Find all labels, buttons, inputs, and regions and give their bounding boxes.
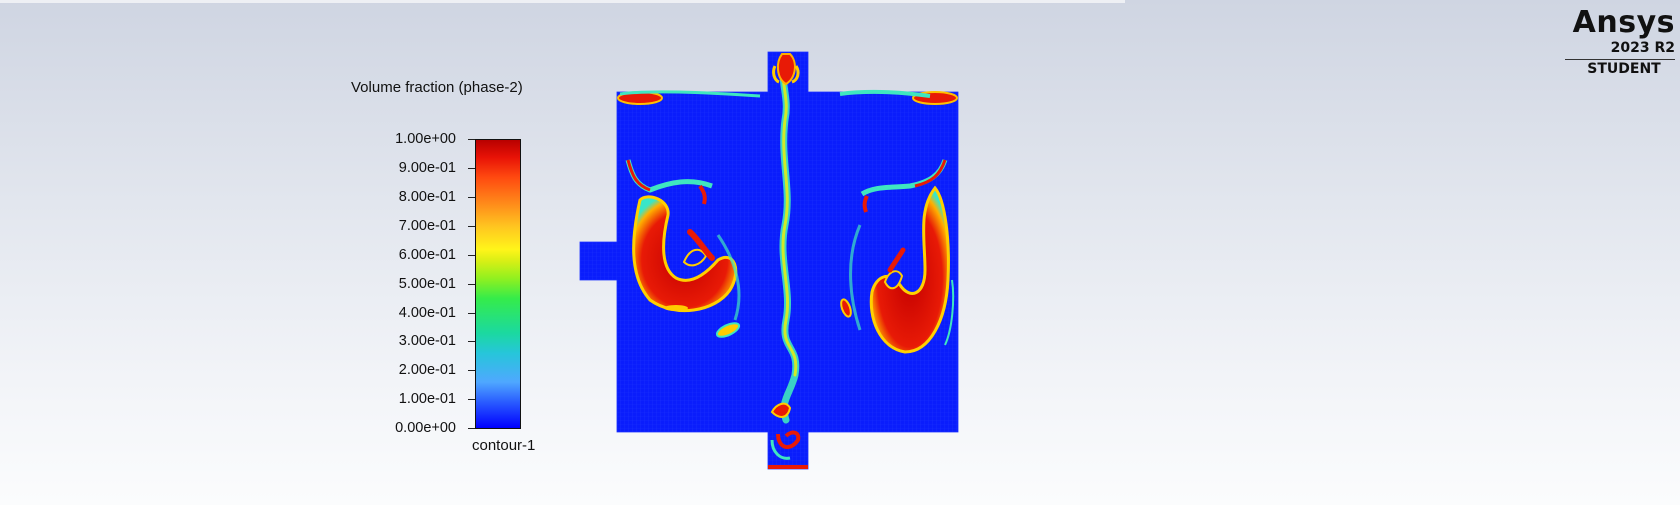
- ansys-logo: Ansys 2023 R2 STUDENT: [1565, 6, 1675, 78]
- bottom-outlet: [768, 402, 808, 469]
- colorbar-tick: [468, 428, 475, 429]
- colorbar-tick-label: 5.00e-01: [398, 276, 456, 292]
- logo-brand: Ansys: [1572, 5, 1675, 40]
- colorbar-tick-label: 6.00e-01: [398, 247, 456, 263]
- central-plume: [772, 53, 800, 424]
- colorbar-tick-label: 3.00e-01: [398, 333, 456, 349]
- colorbar: [475, 139, 521, 429]
- colorbar-tick: [468, 197, 475, 198]
- top-strip: [0, 0, 1125, 3]
- logo-version: 2023 R2: [1565, 40, 1675, 60]
- legend-footer: contour-1: [472, 437, 536, 454]
- colorbar-tick: [468, 226, 475, 227]
- colorbar-tick: [468, 341, 475, 342]
- colorbar-tick: [468, 284, 475, 285]
- colorbar-tick-label: 1.00e-01: [398, 391, 456, 407]
- colorbar-tick: [468, 313, 475, 314]
- colorbar-tick-label: 2.00e-01: [398, 362, 456, 378]
- colorbar-tick-label: 4.00e-01: [398, 305, 456, 321]
- colorbar-tick: [468, 139, 475, 140]
- colorbar-tick: [468, 370, 475, 371]
- top-droplets: [617, 89, 958, 105]
- colorbar-tick-label: 9.00e-01: [398, 160, 456, 176]
- colorbar-tick: [468, 255, 475, 256]
- colorbar-tick: [468, 168, 475, 169]
- colorbar-tick-label: 1.00e+00: [395, 131, 456, 147]
- logo-edition: STUDENT: [1587, 61, 1661, 77]
- right-vortex: [840, 159, 955, 354]
- colorbar-tick-label: 7.00e-01: [398, 218, 456, 234]
- left-vortex: [625, 159, 741, 338]
- colorbar-tick-label: 8.00e-01: [398, 189, 456, 205]
- legend-title: Volume fraction (phase-2): [351, 79, 523, 96]
- colorbar-tick: [468, 399, 475, 400]
- colorbar-tick-label: 0.00e+00: [395, 420, 456, 436]
